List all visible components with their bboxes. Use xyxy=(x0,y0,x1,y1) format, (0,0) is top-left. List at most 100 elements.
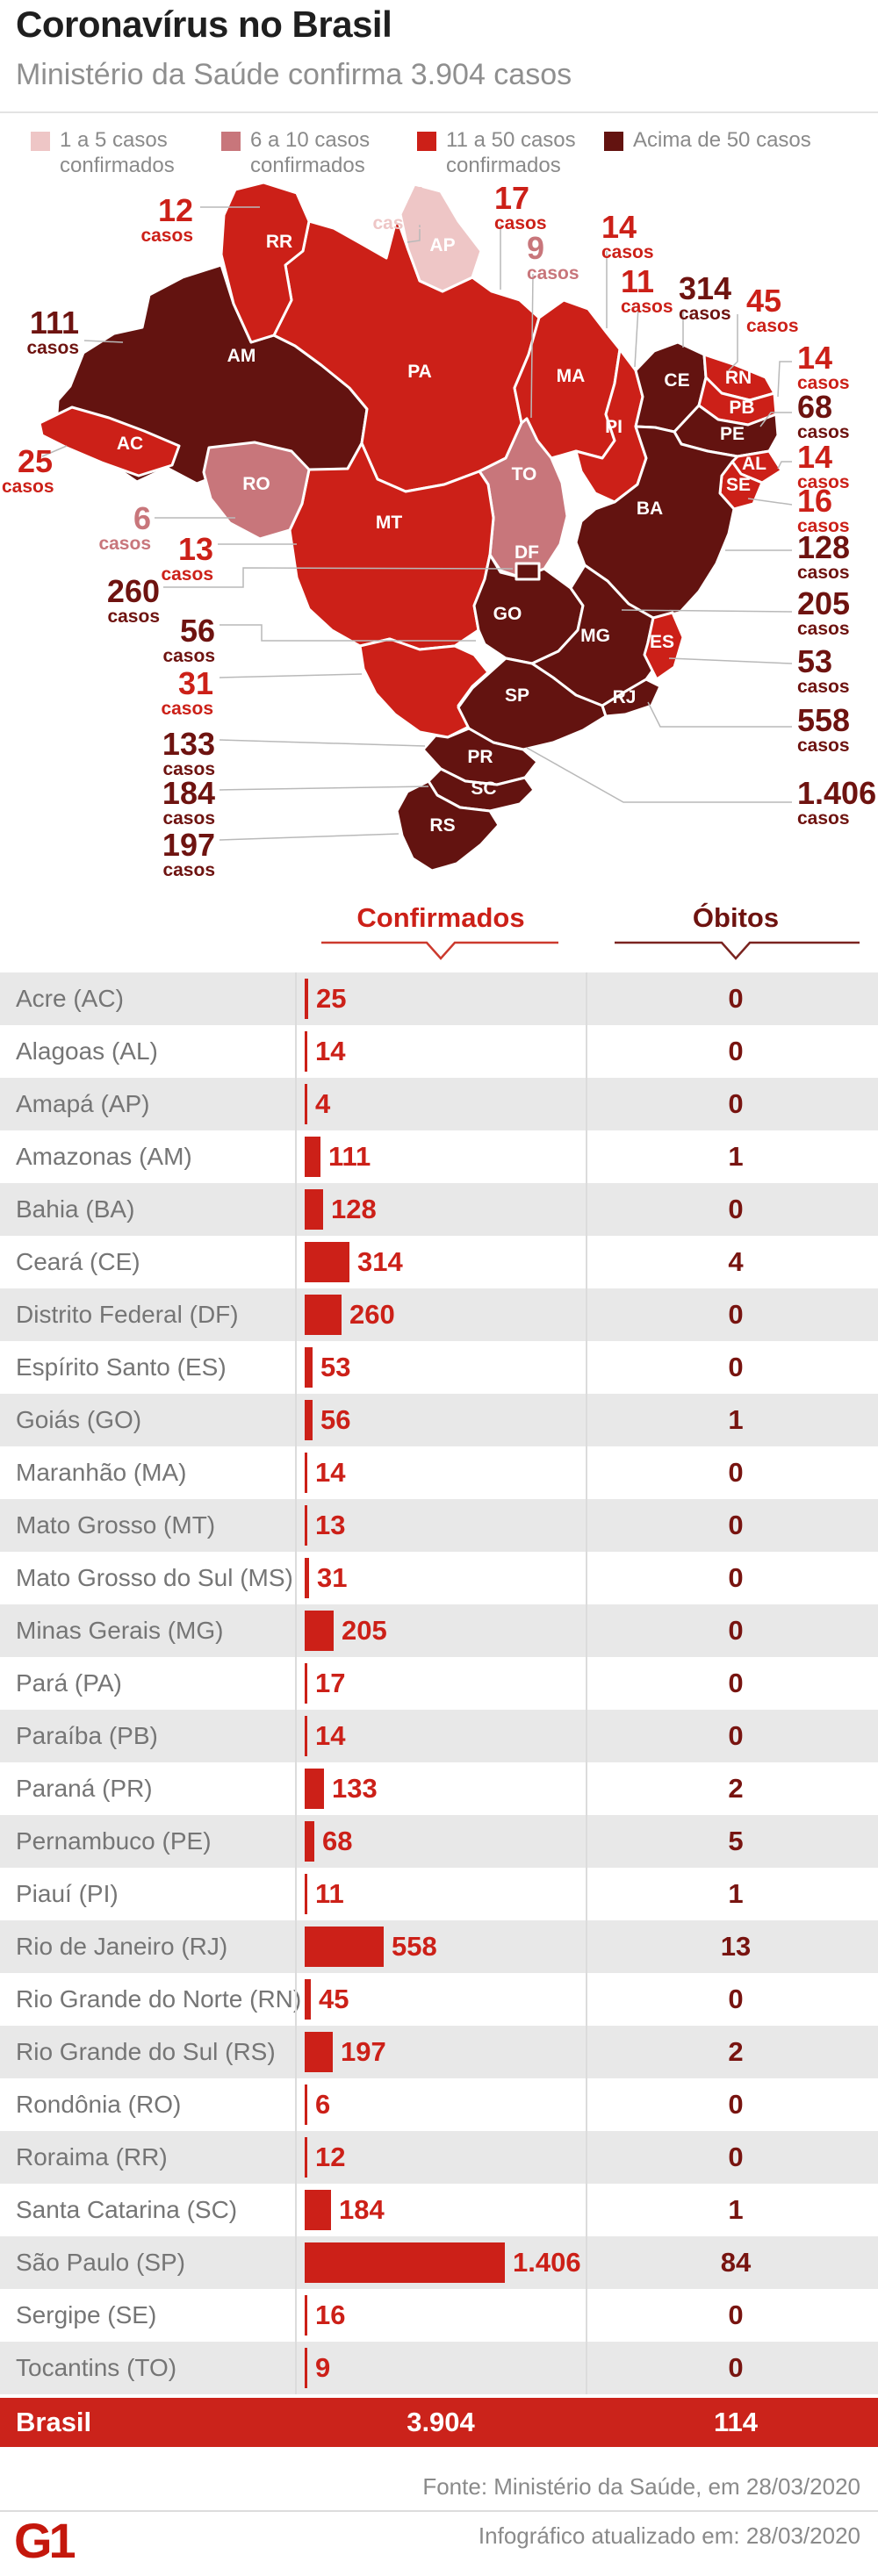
confirmed-value: 25 xyxy=(316,983,347,1014)
confirmed-cell: 14 xyxy=(305,1453,345,1493)
callout-value: 68 xyxy=(797,389,833,425)
callout-value: 314 xyxy=(679,270,732,306)
state-name: Piauí (PI) xyxy=(16,1880,119,1907)
confirmed-cell: 558 xyxy=(305,1927,437,1967)
page-subtitle: Ministério da Saúde confirma 3.904 casos xyxy=(16,58,572,91)
map-callout-CE: 314 casos xyxy=(679,273,758,324)
callout-unit: casos xyxy=(140,226,193,246)
state-label-ES: ES xyxy=(650,632,674,652)
state-name: Mato Grosso (MT) xyxy=(16,1511,216,1539)
confirmed-bar xyxy=(305,1821,314,1862)
callout-value: 45 xyxy=(746,283,782,319)
map-callout-AL: 14 casos xyxy=(797,441,874,492)
table-row-RN: Rio Grande do Norte (RN) 45 0 xyxy=(0,1973,878,2026)
table-row-PE: Pernambuco (PE) 68 5 xyxy=(0,1815,878,1868)
state-name: Alagoas (AL) xyxy=(16,1037,158,1065)
legend-item: 1 a 5 casos confirmados xyxy=(31,127,175,178)
confirmed-cell: 13 xyxy=(305,1505,345,1546)
state-name: Bahia (BA) xyxy=(16,1195,135,1223)
leader-line-SE xyxy=(747,498,793,506)
map-callout-PR: 133 casos xyxy=(148,728,215,779)
legend-label: 11 a 50 casos confirmados xyxy=(446,128,576,177)
map-callout-AP: 4 casos xyxy=(372,183,425,233)
confirmed-value: 6 xyxy=(315,2089,331,2120)
state-label-PR: PR xyxy=(467,747,493,767)
state-name: Santa Catarina (SC) xyxy=(16,2196,238,2223)
confirmed-cell: 56 xyxy=(305,1400,350,1440)
map-callout-SC: 184 casos xyxy=(148,778,215,829)
total-deaths: 114 xyxy=(713,2407,758,2437)
callout-value: 25 xyxy=(17,443,53,479)
map-callout-RS: 197 casos xyxy=(148,829,215,880)
state-label-PE: PE xyxy=(720,424,745,444)
footer-divider xyxy=(0,2510,878,2512)
confirmed-bar xyxy=(305,1874,307,1914)
confirmed-bar xyxy=(305,1716,307,1756)
leader-line-MS xyxy=(219,673,363,678)
confirmed-bar xyxy=(305,1769,324,1809)
table-row-GO: Goiás (GO) 56 1 xyxy=(0,1394,878,1446)
confirmed-cell: 197 xyxy=(305,2032,386,2072)
callout-unit: casos xyxy=(797,373,850,393)
column-header-confirmed: Confirmados xyxy=(356,902,525,933)
deaths-value: 0 xyxy=(728,1720,744,1751)
state-name: São Paulo (SP) xyxy=(16,2249,185,2276)
state-DF xyxy=(515,562,541,581)
confirmed-value: 45 xyxy=(319,1984,349,2014)
callout-value: 1.406 xyxy=(797,775,877,811)
confirmed-cell: 14 xyxy=(305,1716,345,1756)
callout-unit: casos xyxy=(797,808,850,829)
leader-line-PE xyxy=(759,412,792,427)
state-label-PA: PA xyxy=(407,362,432,382)
table-row-DF: Distrito Federal (DF) 260 0 xyxy=(0,1288,878,1341)
map-callout-ES: 53 casos xyxy=(797,646,874,697)
state-name: Rio de Janeiro (RJ) xyxy=(16,1933,228,1960)
confirmed-value: 16 xyxy=(315,2300,346,2330)
state-name: Pernambuco (PE) xyxy=(16,1827,212,1855)
deaths-value: 0 xyxy=(728,1984,744,2014)
state-label-SC: SC xyxy=(471,779,496,799)
confirmed-underline xyxy=(321,941,558,960)
legend-label: 6 a 10 casos confirmados xyxy=(250,128,371,177)
state-name: Acre (AC) xyxy=(16,985,124,1012)
state-name: Tocantins (TO) xyxy=(16,2354,177,2381)
confirmed-bar xyxy=(305,1347,313,1388)
map-callout-BA: 128 casos xyxy=(797,532,876,583)
map-callout-PA: 17 casos xyxy=(494,183,565,233)
callout-unit: casos xyxy=(161,564,213,585)
confirmed-bar xyxy=(305,2190,331,2230)
confirmed-value: 205 xyxy=(342,1615,387,1646)
confirmed-bar xyxy=(305,1927,384,1967)
leader-line-AL xyxy=(777,461,792,470)
table-row-SC: Santa Catarina (SC) 184 1 xyxy=(0,2184,878,2236)
leader-line-DF xyxy=(163,567,514,588)
confirmed-value: 1.406 xyxy=(513,2247,581,2278)
state-PA xyxy=(272,216,541,493)
callout-unit: casos xyxy=(621,297,673,317)
callout-unit: casos xyxy=(797,472,850,492)
state-label-RR: RR xyxy=(266,232,292,252)
legend-swatch xyxy=(417,132,436,151)
table-row-RS: Rio Grande do Sul (RS) 197 2 xyxy=(0,2026,878,2078)
confirmed-cell: 128 xyxy=(305,1189,377,1230)
confirmed-cell: 133 xyxy=(305,1769,378,1809)
callout-unit: casos xyxy=(797,677,850,697)
state-name: Distrito Federal (DF) xyxy=(16,1301,239,1328)
map-callout-RO: 6 casos xyxy=(98,503,151,554)
leader-line-PB xyxy=(777,361,792,398)
map-callout-TO: 9 casos xyxy=(527,233,579,283)
header-divider xyxy=(0,111,878,113)
confirmed-cell: 16 xyxy=(305,2295,345,2336)
confirmed-bar xyxy=(305,1137,320,1177)
state-label-AC: AC xyxy=(117,434,143,454)
table-row-TO: Tocantins (TO) 9 0 xyxy=(0,2342,878,2394)
confirmed-bar xyxy=(305,979,308,1019)
confirmed-cell: 11 xyxy=(305,1874,344,1914)
confirmed-bar xyxy=(305,1084,307,1124)
table-row-SP: São Paulo (SP) 1.406 84 xyxy=(0,2236,878,2289)
confirmed-value: 128 xyxy=(331,1194,377,1224)
state-label-BA: BA xyxy=(637,499,663,519)
brasil-total-row: Brasil 3.904 114 xyxy=(0,2398,878,2447)
